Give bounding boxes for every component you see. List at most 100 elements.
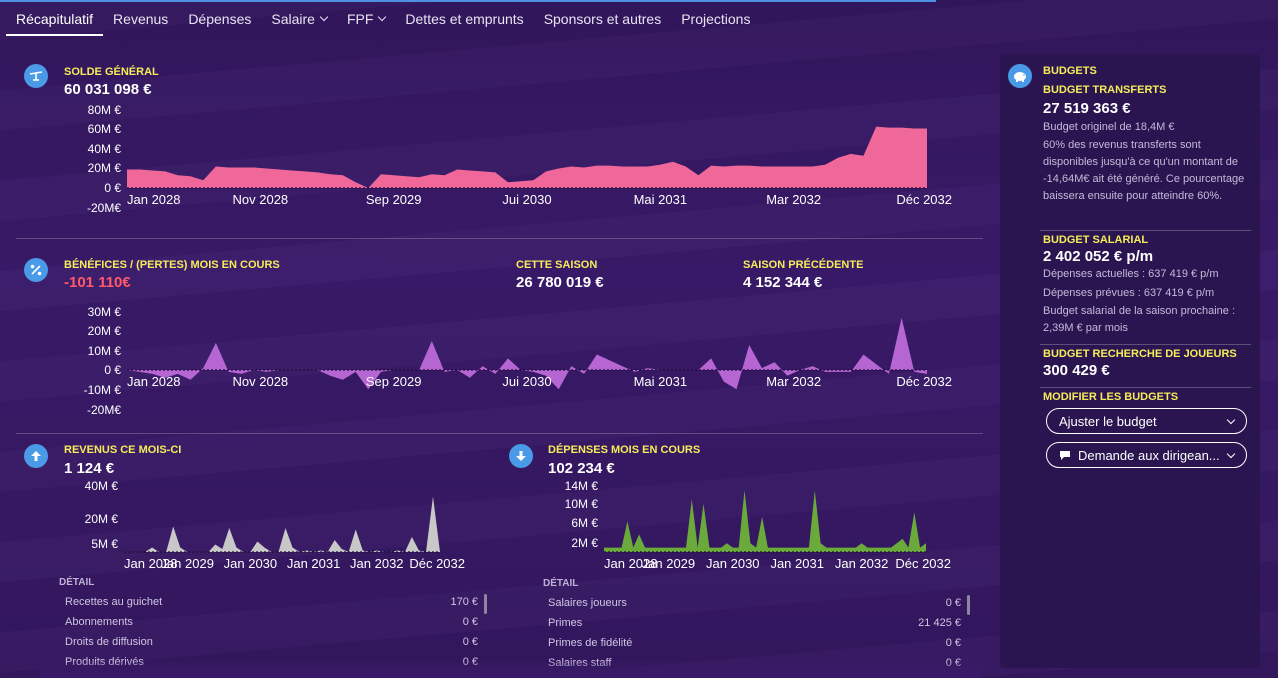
y-tick-label: 14M € (565, 479, 599, 493)
divider (1040, 387, 1251, 388)
x-tick-label: Mai 2031 (634, 192, 687, 207)
request-board-button[interactable]: Demande aux dirigean... (1046, 442, 1247, 468)
y-tick-label: -20M€ (87, 403, 121, 417)
y-tick-label: 40M € (85, 479, 119, 493)
y-tick-label: 20M € (85, 512, 119, 526)
y-tick-label: 20M € (88, 161, 122, 175)
tab-label: Dépenses (188, 11, 252, 27)
row-label: Primes (548, 617, 583, 629)
x-tick-label: Jan 2029 (642, 556, 696, 571)
balance-chart: 80M € 60M € 40M € 20M € 0 € -20M€ Jan 2028 Nov … (87, 103, 952, 215)
x-tick-label: Mai 2031 (634, 374, 687, 389)
y-tick-label: 30M € (88, 305, 122, 319)
list-item: Primes de fidélité 0 € (548, 637, 961, 649)
transfer-budget-title: BUDGET TRANSFERTS (1043, 84, 1167, 96)
modify-budgets-title: MODIFIER LES BUDGETS (1043, 391, 1179, 403)
row-label: Abonnements (65, 616, 133, 628)
scrollbar[interactable] (484, 594, 487, 614)
row-value: 0 € (945, 597, 961, 609)
list-item: Recettes au guichet 170 € (65, 596, 478, 608)
chevron-down-icon (319, 12, 329, 22)
balance-value: 60 031 098 € (64, 81, 152, 98)
y-tick-label: 40M € (88, 142, 122, 156)
tab-label: Récapitulatif (16, 11, 94, 27)
tab-fpf[interactable]: FPF (337, 1, 395, 37)
this-season-value: 26 780 019 € (516, 274, 604, 291)
x-tick-label: Jan 2030 (706, 556, 760, 571)
this-season-label: CETTE SAISON (516, 259, 598, 271)
tab-label: Salaire (271, 11, 315, 27)
divider (16, 433, 983, 434)
list-fade (40, 660, 980, 678)
y-tick-label: 10M € (88, 344, 122, 358)
y-tick-label: -10M € (84, 383, 122, 397)
tab-projections[interactable]: Projections (671, 1, 760, 37)
balance-title: SOLDE GÉNÉRAL (64, 66, 159, 78)
budgets-panel: BUDGETS BUDGET TRANSFERTS 27 519 363 € B… (1000, 54, 1260, 668)
scrollbar[interactable] (967, 595, 970, 615)
divider (16, 238, 983, 239)
row-value: 0 € (462, 636, 478, 648)
x-tick-label: Jan 2030 (224, 556, 278, 571)
budgets-title: BUDGETS (1043, 65, 1097, 77)
x-tick-label: Déc 2032 (896, 192, 952, 207)
transfer-budget-value: 27 519 363 € (1043, 100, 1131, 117)
tab-depenses[interactable]: Dépenses (178, 1, 261, 37)
x-tick-label: Sep 2029 (366, 192, 422, 207)
y-tick-label: 20M € (88, 324, 122, 338)
top-accent-line (0, 0, 936, 2)
request-board-label: Demande aux dirigean... (1078, 447, 1220, 463)
tab-salaire[interactable]: Salaire (261, 1, 337, 37)
profit-value: -101 110€ (64, 274, 131, 291)
divider (1040, 344, 1251, 345)
profit-title: BÉNÉFICES / (PERTES) MOIS EN COURS (64, 259, 280, 271)
x-tick-label: Jan 2032 (835, 556, 889, 571)
scouting-budget-title: BUDGET RECHERCHE DE JOUEURS (1043, 348, 1237, 360)
tab-revenus[interactable]: Revenus (103, 1, 178, 37)
y-tick-label: 80M € (88, 103, 122, 117)
adjust-budget-label: Ajuster le budget (1059, 413, 1157, 429)
x-tick-label: Sep 2029 (366, 374, 422, 389)
x-tick-label: Nov 2028 (233, 374, 289, 389)
x-tick-label: Jan 2029 (160, 556, 214, 571)
piggy-bank-icon (1008, 64, 1032, 88)
x-tick-label: Déc 2032 (409, 556, 465, 571)
tab-sponsors[interactable]: Sponsors et autres (534, 1, 672, 37)
wage-next: Budget salarial de la saison prochaine :… (1043, 305, 1236, 334)
x-tick-label: Mar 2032 (766, 192, 821, 207)
y-tick-label: 0 € (104, 363, 121, 377)
x-tick-label: Jan 2032 (350, 556, 404, 571)
x-tick-label: Déc 2032 (896, 374, 952, 389)
income-title: REVENUS CE MOIS-CI (64, 444, 182, 456)
tab-recapitulatif[interactable]: Récapitulatif (6, 1, 104, 37)
income-detail-header: DÉTAIL (59, 577, 95, 588)
tab-label: Sponsors et autres (543, 11, 662, 27)
balance-series-area (127, 126, 927, 188)
x-tick-label: Jan 2028 (604, 556, 658, 571)
income-series-area (124, 496, 440, 552)
row-value: 0 € (945, 637, 961, 649)
tab-dettes[interactable]: Dettes et emprunts (395, 1, 533, 37)
y-tick-label: -20M€ (87, 201, 121, 215)
y-tick-label: 5M € (91, 537, 118, 551)
tab-label: Projections (681, 11, 751, 27)
row-value: 21 425 € (918, 617, 961, 629)
wage-budget-value: 2 402 052 € p/m (1043, 248, 1154, 265)
x-tick-label: Jui 2030 (502, 192, 551, 207)
prev-season-label: SAISON PRÉCÉDENTE (743, 259, 864, 271)
wage-budget-title: BUDGET SALARIAL (1043, 234, 1149, 246)
adjust-budget-button[interactable]: Ajuster le budget (1046, 408, 1247, 434)
wage-current: Dépenses actuelles : 637 419 € p/m (1043, 268, 1219, 280)
x-tick-label: Jan 2031 (287, 556, 341, 571)
expenses-title: DÉPENSES MOIS EN COURS (548, 444, 701, 456)
row-label: Droits de diffusion (65, 636, 153, 648)
list-item: Salaires joueurs 0 € (548, 597, 961, 609)
scouting-budget-value: 300 429 € (1043, 362, 1110, 379)
x-tick-label: Mar 2032 (766, 374, 821, 389)
percent-icon (24, 258, 48, 282)
row-label: Primes de fidélité (548, 637, 633, 649)
x-tick-label: Déc 2032 (895, 556, 951, 571)
profit-series-area (127, 317, 927, 390)
